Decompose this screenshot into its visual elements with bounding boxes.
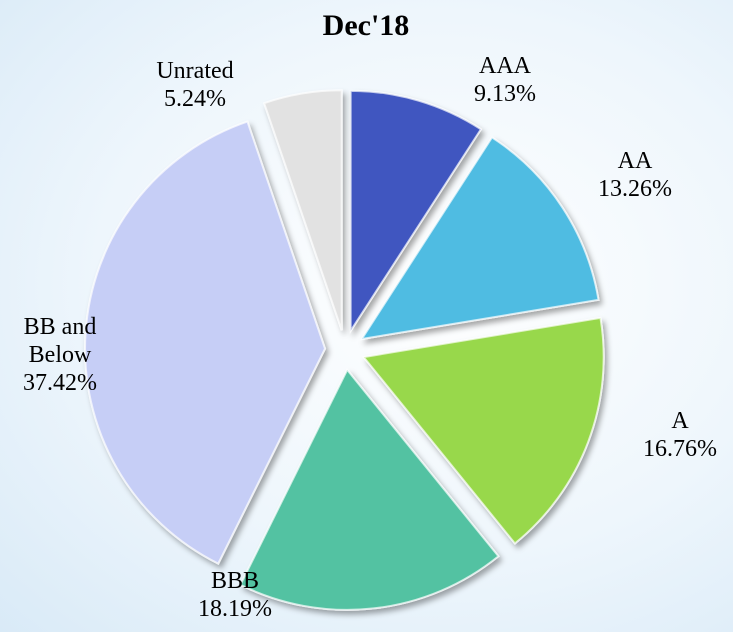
slice-label: AA 13.26% [575, 147, 695, 203]
category-label: Unrated [156, 58, 234, 84]
value-label: 5.24% [164, 86, 226, 112]
category-label: AA [617, 148, 653, 174]
value-label: 16.76% [643, 436, 717, 462]
pie-slice [359, 136, 600, 341]
value-label: 13.26% [598, 176, 672, 202]
pie-slice [239, 368, 500, 611]
pie-slice [84, 120, 327, 565]
value-label: 9.13% [474, 81, 536, 107]
pie-slice [361, 316, 605, 545]
pie-slice [349, 89, 483, 335]
slice-label: Unrated 5.24% [135, 57, 255, 113]
slice-label: AAA 9.13% [445, 52, 565, 108]
value-label: 18.19% [198, 596, 272, 622]
category-label: AAA [479, 53, 531, 79]
slice-label: BB and Below 37.42% [10, 313, 110, 397]
slice-label: BBB 18.19% [175, 567, 295, 623]
category-label: A [671, 408, 689, 434]
slice-label: A 16.76% [620, 407, 733, 463]
pie-slice [262, 89, 343, 331]
chart-title: Dec'18 [322, 9, 410, 42]
category-label: BB and Below [23, 314, 97, 368]
value-label: 37.42% [23, 370, 97, 396]
category-label: BBB [210, 568, 260, 594]
